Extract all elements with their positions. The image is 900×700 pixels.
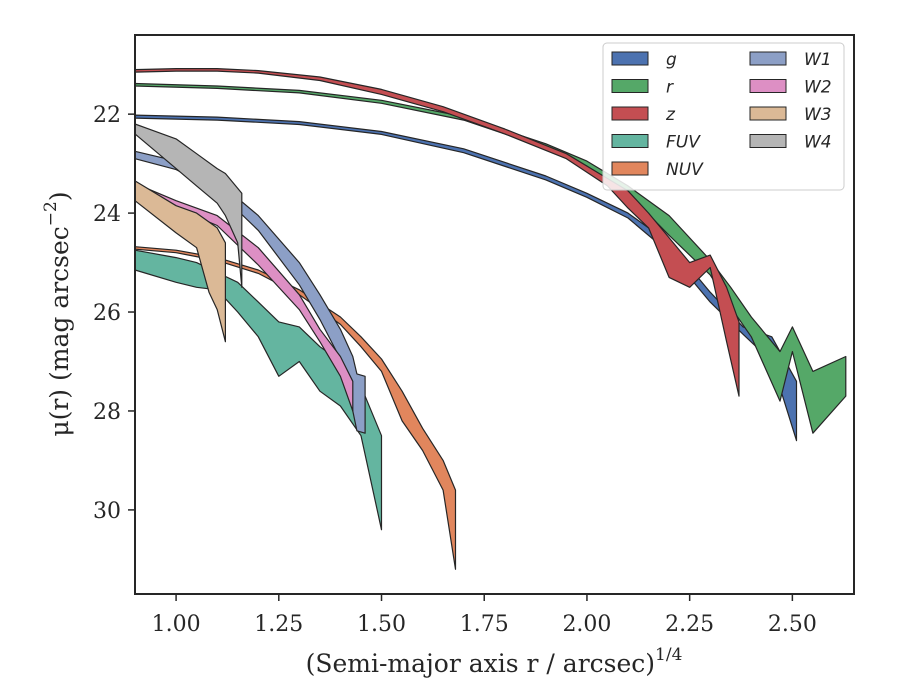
legend-swatch-w1	[749, 51, 787, 66]
legend-label-nuv: NUV	[666, 160, 704, 180]
x-tick-label: 2.50	[768, 612, 817, 637]
y-tick-label: 28	[93, 400, 121, 425]
legend: grz FUV NUV W1 W2 W3 W4	[602, 42, 845, 191]
legend-swatch-w3	[749, 106, 787, 121]
band-w3	[134, 180, 226, 343]
profile-bands	[134, 68, 847, 570]
legend-swatch-z	[611, 106, 649, 121]
y-axis-label-text: μ(r) (mag arcsec	[45, 226, 74, 436]
y-tick-label: 26	[93, 301, 121, 326]
x-tick-label: 1.50	[357, 612, 406, 637]
x-tick-label: 1.25	[254, 612, 303, 637]
x-axis-label-superscript: 1/4	[655, 645, 682, 665]
legend-swatch-w2	[749, 79, 787, 93]
legend-label-w4: W4	[804, 133, 832, 153]
plot-frame	[134, 34, 855, 595]
legend-swatch-r	[611, 79, 649, 93]
legend-label-r: r	[666, 78, 674, 98]
y-axis-label-suffix: )	[45, 191, 74, 201]
x-tick-label: 2.25	[665, 612, 714, 637]
legend-swatch-w4	[749, 134, 787, 148]
y-axis-ticks: 22 24 26 28 30	[93, 103, 135, 524]
y-tick-label: 30	[93, 499, 121, 524]
x-axis-label: (Semi-major axis r / arcsec)1/4	[306, 645, 683, 678]
legend-label-w1: W1	[804, 50, 832, 70]
legend-label-w3: W3	[804, 105, 832, 125]
y-axis-label: μ(r) (mag arcsec−2)	[41, 191, 74, 436]
x-tick-label: 1.75	[460, 612, 509, 637]
y-tick-label: 22	[93, 103, 121, 128]
y-axis-label-superscript: −2	[41, 201, 61, 226]
x-axis-ticks: 1.00 1.25 1.50 1.75 2.00 2.25 2.50	[152, 594, 817, 637]
legend-swatch-g	[611, 51, 649, 66]
legend-label-g: g	[666, 50, 677, 70]
band-w4	[134, 123, 243, 288]
x-tick-label: 1.00	[152, 612, 201, 637]
band-g	[134, 114, 798, 442]
band-fuv	[134, 249, 383, 531]
band-nuv	[134, 246, 457, 570]
x-tick-label: 2.00	[562, 612, 611, 637]
legend-label-fuv: FUV	[666, 133, 701, 153]
legend-swatch-nuv	[611, 161, 649, 176]
legend-label-z: z	[665, 105, 676, 125]
y-tick-label: 24	[93, 202, 121, 227]
band-z	[134, 68, 740, 397]
legend-swatch-fuv	[611, 134, 649, 148]
x-axis-label-text: (Semi-major axis r / arcsec)	[306, 649, 655, 678]
legend-label-w2: W2	[804, 78, 832, 98]
